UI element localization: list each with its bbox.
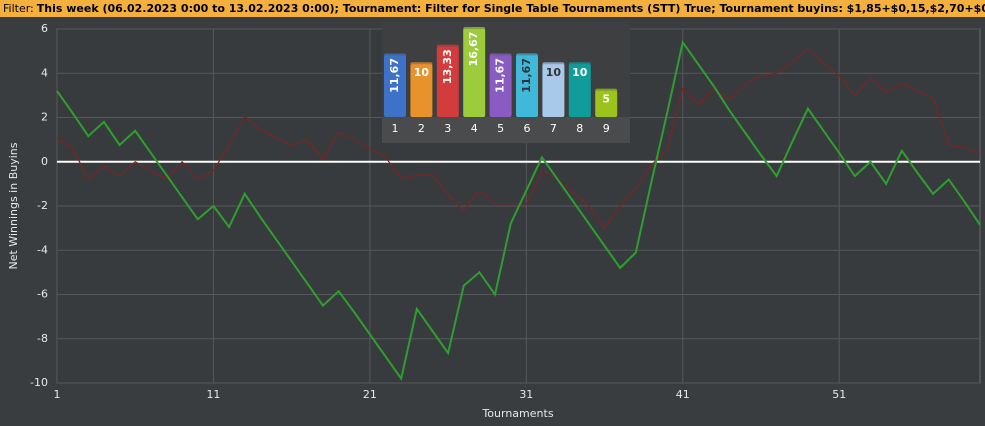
x-tick-label: 3 bbox=[444, 122, 451, 135]
x-tick-label: 11 bbox=[206, 388, 220, 401]
bar-cap bbox=[516, 53, 538, 58]
x-tick-label: 31 bbox=[519, 388, 533, 401]
x-tick-label: 51 bbox=[832, 388, 846, 401]
data-label: 5 bbox=[602, 93, 610, 106]
data-label: 11,67 bbox=[494, 58, 507, 93]
bar-cap bbox=[384, 53, 406, 58]
data-label: 10 bbox=[546, 66, 562, 79]
y-tick-label: 2 bbox=[41, 111, 48, 124]
bar bbox=[489, 55, 512, 117]
bar-cap bbox=[463, 27, 486, 32]
bar bbox=[436, 46, 459, 118]
x-tick-label: 2 bbox=[418, 122, 425, 135]
data-label: 10 bbox=[572, 66, 588, 79]
filter-text: This week (06.02.2023 0:00 to 13.02.2023… bbox=[36, 2, 985, 15]
y-tick-label: -8 bbox=[37, 332, 48, 345]
bar bbox=[595, 90, 618, 117]
data-label: 16,67 bbox=[467, 32, 480, 67]
x-tick-label: 9 bbox=[603, 122, 610, 135]
x-tick-label: 21 bbox=[363, 388, 377, 401]
x-axis-label: Tournaments bbox=[481, 407, 553, 420]
x-tick-label: 4 bbox=[471, 122, 478, 135]
bar bbox=[463, 29, 486, 118]
y-tick-label: 0 bbox=[41, 155, 48, 168]
bar-cap bbox=[568, 62, 591, 67]
bar-cap bbox=[542, 62, 565, 67]
x-tick-label: 41 bbox=[676, 388, 690, 401]
bar bbox=[384, 55, 406, 117]
inset-axis-band bbox=[382, 117, 630, 143]
bar-cap bbox=[595, 88, 618, 93]
bar-cap bbox=[436, 44, 459, 49]
x-tick-label: 1 bbox=[392, 122, 399, 135]
y-tick-label: -10 bbox=[30, 376, 48, 389]
data-label: 10 bbox=[414, 66, 430, 79]
series-line bbox=[56, 48, 981, 230]
filter-label: Filter: bbox=[3, 2, 34, 15]
data-label: 11,67 bbox=[388, 58, 401, 93]
x-tick-label: 5 bbox=[497, 122, 504, 135]
x-tick-label: 1 bbox=[54, 388, 61, 401]
y-tick-label: -2 bbox=[37, 199, 48, 212]
y-tick-label: -4 bbox=[37, 243, 48, 256]
data-label: 11,67 bbox=[520, 58, 533, 93]
y-axis-label: Net Winnings in Buyins bbox=[7, 142, 20, 269]
data-label: 13,33 bbox=[441, 49, 454, 84]
y-tick-label: -6 bbox=[37, 288, 48, 301]
bar bbox=[410, 64, 433, 117]
x-tick-label: 6 bbox=[524, 122, 531, 135]
y-tick-label: 6 bbox=[41, 22, 48, 35]
bar bbox=[516, 55, 538, 117]
bar bbox=[568, 64, 591, 117]
x-tick-label: 7 bbox=[550, 122, 557, 135]
bar-cap bbox=[410, 62, 433, 67]
x-tick-label: 8 bbox=[576, 122, 583, 135]
bar bbox=[542, 64, 565, 117]
filter-bar: Filter: This week (06.02.2023 0:00 to 13.… bbox=[0, 0, 985, 17]
y-tick-label: 4 bbox=[41, 66, 48, 79]
inset-bar-chart: 11,67 1 10 2 13,33 3 16,67 4 11,67 5 11,67 6 10 7 10 8 5… bbox=[382, 22, 630, 143]
bar-cap bbox=[489, 53, 512, 58]
series-line bbox=[56, 39, 981, 381]
